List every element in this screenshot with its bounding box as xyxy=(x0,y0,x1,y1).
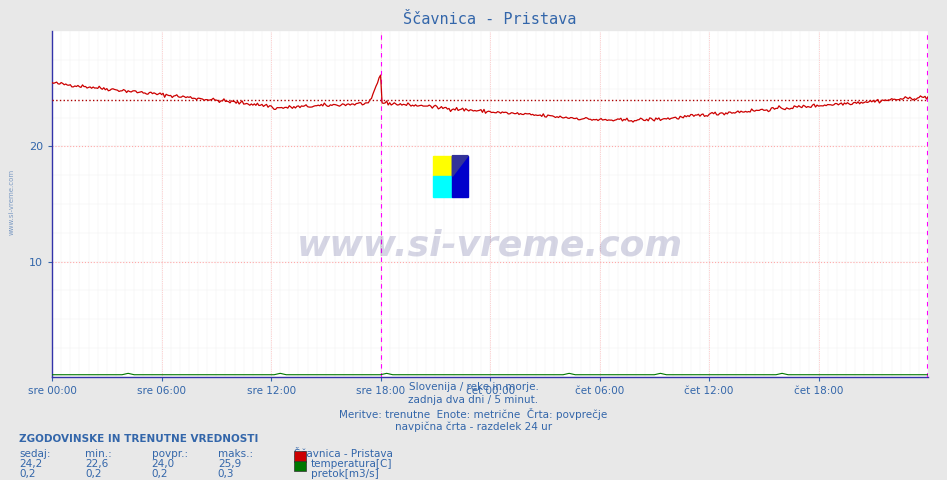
Text: min.:: min.: xyxy=(85,449,112,459)
Text: 25,9: 25,9 xyxy=(218,459,241,469)
Text: 24,2: 24,2 xyxy=(19,459,43,469)
Title: Ščavnica - Pristava: Ščavnica - Pristava xyxy=(403,12,577,27)
Text: ZGODOVINSKE IN TRENUTNE VREDNOSTI: ZGODOVINSKE IN TRENUTNE VREDNOSTI xyxy=(19,434,259,444)
Text: zadnja dva dni / 5 minut.: zadnja dva dni / 5 minut. xyxy=(408,395,539,405)
Text: www.si-vreme.com: www.si-vreme.com xyxy=(9,168,14,235)
Text: maks.:: maks.: xyxy=(218,449,253,459)
Text: Slovenija / reke in morje.: Slovenija / reke in morje. xyxy=(408,382,539,392)
Text: Meritve: trenutne  Enote: metrične  Črta: povprečje: Meritve: trenutne Enote: metrične Črta: … xyxy=(339,408,608,420)
Text: www.si-vreme.com: www.si-vreme.com xyxy=(297,228,683,263)
Text: sedaj:: sedaj: xyxy=(19,449,50,459)
Text: 0,3: 0,3 xyxy=(218,469,234,479)
Text: navpična črta - razdelek 24 ur: navpična črta - razdelek 24 ur xyxy=(395,422,552,432)
Text: 22,6: 22,6 xyxy=(85,459,109,469)
Text: 0,2: 0,2 xyxy=(85,469,101,479)
Text: Ščavnica - Pristava: Ščavnica - Pristava xyxy=(294,449,392,459)
Text: 0,2: 0,2 xyxy=(152,469,168,479)
Text: pretok[m3/s]: pretok[m3/s] xyxy=(311,469,379,479)
Text: 24,0: 24,0 xyxy=(152,459,174,469)
Bar xyxy=(433,176,453,197)
Polygon shape xyxy=(453,156,468,176)
Text: temperatura[C]: temperatura[C] xyxy=(311,459,392,469)
Bar xyxy=(433,156,453,176)
Text: 0,2: 0,2 xyxy=(19,469,35,479)
Bar xyxy=(453,156,468,197)
Text: povpr.:: povpr.: xyxy=(152,449,188,459)
